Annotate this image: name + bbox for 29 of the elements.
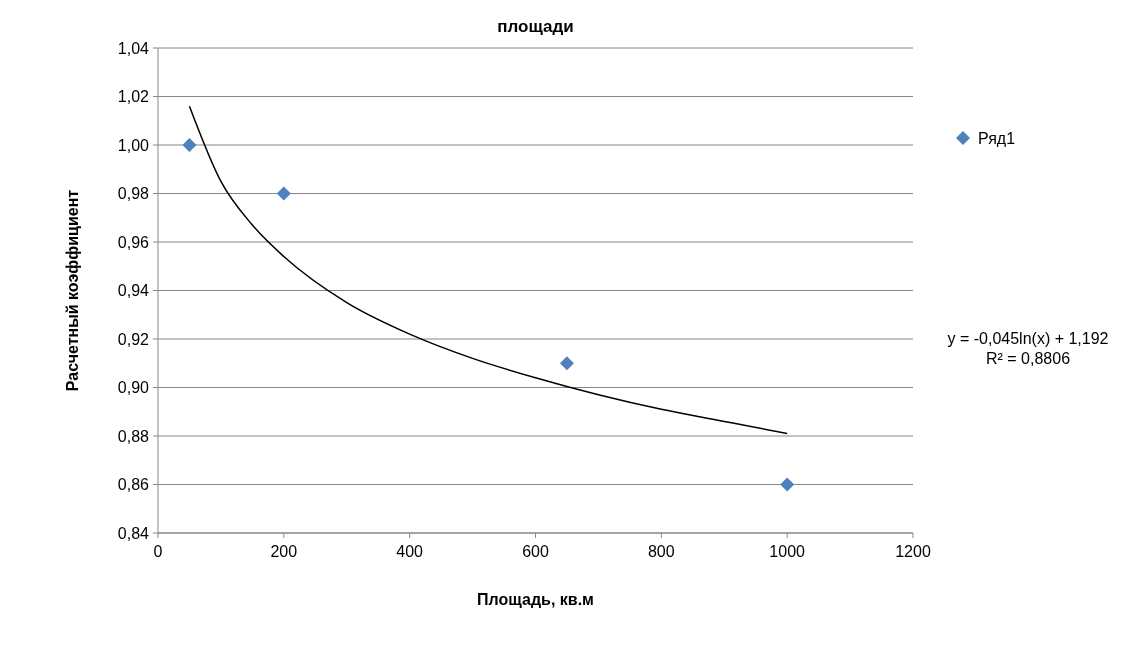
chart-title: площади xyxy=(497,17,574,36)
x-tick-label: 800 xyxy=(647,543,675,560)
y-tick-label: 0,92 xyxy=(117,330,150,348)
x-tick-label: 0 xyxy=(153,543,163,560)
text: R² = 0,8806 xyxy=(985,350,1071,367)
legend-label: Ряд1 xyxy=(978,129,1016,147)
x-tick-label: 200 xyxy=(270,543,298,560)
y-tick-label: 0,94 xyxy=(117,282,150,300)
y-axis-title: Расчетный коэффициент xyxy=(64,189,81,392)
y-tick-label: 0,84 xyxy=(117,524,150,542)
x-axis-title: Площадь, кв.м xyxy=(477,591,594,608)
y-tick-label: 0,86 xyxy=(117,476,150,494)
y-tick-label: 1,04 xyxy=(117,39,150,57)
y-tick-label: 0,98 xyxy=(117,185,150,203)
y-tick-label: 0,90 xyxy=(117,379,150,397)
x-tick-label: 600 xyxy=(522,543,549,560)
y-tick-label: 1,00 xyxy=(117,136,150,154)
point xyxy=(780,477,795,492)
line-series xyxy=(188,105,788,435)
text: y = -0,045ln(x) + 1,192 xyxy=(947,330,1109,347)
y-tick-label: 0,96 xyxy=(117,233,150,251)
x-tick-label: 1200 xyxy=(895,543,931,560)
point xyxy=(182,138,197,152)
y-tick-label: 0,88 xyxy=(117,427,150,445)
point xyxy=(559,356,574,371)
point xyxy=(276,186,291,201)
x-tick-label: 400 xyxy=(396,543,424,560)
y-tick-label: 1,02 xyxy=(117,88,150,106)
x-tick-label: 1000 xyxy=(769,543,806,560)
